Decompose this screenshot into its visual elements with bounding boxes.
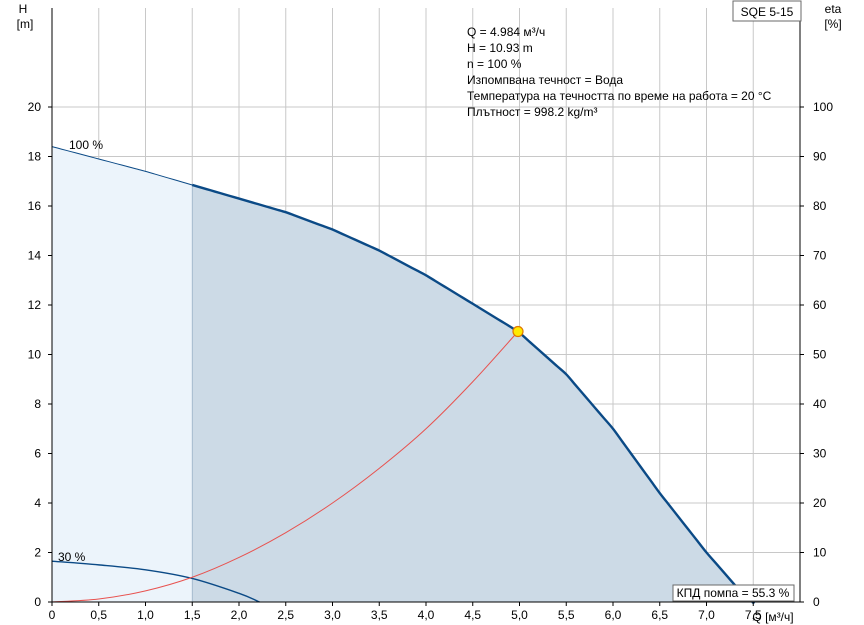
- y-right-tick-label: 100: [813, 100, 833, 114]
- efficiency-curve: [51, 331, 519, 603]
- info-line: Температура на течността по време на раб…: [467, 89, 772, 103]
- x-tick-label: 2,0: [231, 608, 248, 622]
- info-box: Q = 4.984 м³/ч H = 10.93 m n = 100 % Изп…: [467, 25, 772, 119]
- y-right-tick-label: 40: [813, 397, 827, 411]
- operating-point: [512, 325, 524, 338]
- y-left-tick-label: 12: [28, 298, 42, 312]
- x-tick-label: 0: [49, 608, 56, 622]
- y-left-tick-label: 16: [28, 199, 42, 213]
- x-axis-label: Q [м³/ч]: [752, 610, 793, 624]
- y-left-tick-label: 10: [28, 348, 42, 362]
- info-line: Плътност = 998.2 kg/m³: [467, 105, 597, 119]
- x-tick-label: 4,0: [418, 608, 435, 622]
- x-tick-label: 1,5: [184, 608, 201, 622]
- area-dark: [192, 184, 744, 602]
- y-left-tick-label: 18: [28, 150, 42, 164]
- curve-100-percent-thin: [51, 146, 193, 186]
- y-right-axis-name: eta: [825, 2, 842, 16]
- x-tick-label: 1,0: [137, 608, 154, 622]
- efficiency-label-box: КПД помпа = 55.3 %: [672, 584, 795, 602]
- info-line: n = 100 %: [467, 57, 522, 71]
- x-tick-label: 4,5: [464, 608, 481, 622]
- info-line: Изпомпвана течност = Вода: [467, 73, 623, 87]
- efficiency-label: КПД помпа = 55.3 %: [677, 586, 790, 600]
- y-left-tick-label: 8: [34, 397, 41, 411]
- area-light: [52, 146, 193, 602]
- y-right-tick-label: 70: [813, 249, 827, 263]
- chart-title: SQE 5-15: [741, 5, 794, 19]
- info-line: Q = 4.984 м³/ч: [467, 25, 545, 39]
- x-tick-label: 7,0: [698, 608, 715, 622]
- x-tick-label: 7,5: [745, 608, 762, 622]
- x-tick-label: 5,5: [558, 608, 575, 622]
- y-right-axis-unit: [%]: [824, 17, 841, 31]
- y-right-tick-label: 60: [813, 298, 827, 312]
- y-right-tick-label: 30: [813, 447, 827, 461]
- y-right-tick-label: 90: [813, 150, 827, 164]
- x-tick-label: 3,0: [324, 608, 341, 622]
- x-tick-label: 6,5: [651, 608, 668, 622]
- y-right-tick-label: 0: [813, 595, 820, 609]
- y-left-tick-label: 2: [34, 546, 41, 560]
- y-left-axis-unit: [m]: [17, 17, 34, 31]
- chart-title-box: SQE 5-15: [732, 0, 802, 22]
- curve-100-percent: [191, 183, 737, 587]
- y-left-tick-label: 4: [34, 496, 41, 510]
- curves: [51, 146, 756, 604]
- x-tick-label: 6,0: [605, 608, 622, 622]
- y-right-tick-label: 20: [813, 496, 827, 510]
- x-tick-label: 5,0: [511, 608, 528, 622]
- x-tick-label: 2,5: [277, 608, 294, 622]
- y-right-tick-label: 10: [813, 546, 827, 560]
- curve-label-30: 30 %: [58, 550, 86, 564]
- y-right-tick-label: 80: [813, 199, 827, 213]
- y-left-tick-label: 0: [34, 595, 41, 609]
- tick-labels: 0 0,5 1,0 1,5 2,0 2,5 3,0 3,5 4,0 4,5 5,0 5,5 6,0 6,5…: [28, 100, 834, 622]
- y-left-tick-label: 6: [34, 447, 41, 461]
- x-tick-label: 3,5: [371, 608, 388, 622]
- y-left-tick-label: 14: [28, 249, 42, 263]
- y-left-tick-label: 20: [28, 100, 42, 114]
- y-left-axis-name: H: [19, 2, 28, 16]
- x-tick-label: 0,5: [90, 608, 107, 622]
- operating-areas: [52, 146, 744, 602]
- info-line: H = 10.93 m: [467, 41, 533, 55]
- curve-label-100: 100 %: [69, 138, 103, 152]
- y-right-tick-label: 50: [813, 348, 827, 362]
- curve-30-percent: [51, 560, 260, 603]
